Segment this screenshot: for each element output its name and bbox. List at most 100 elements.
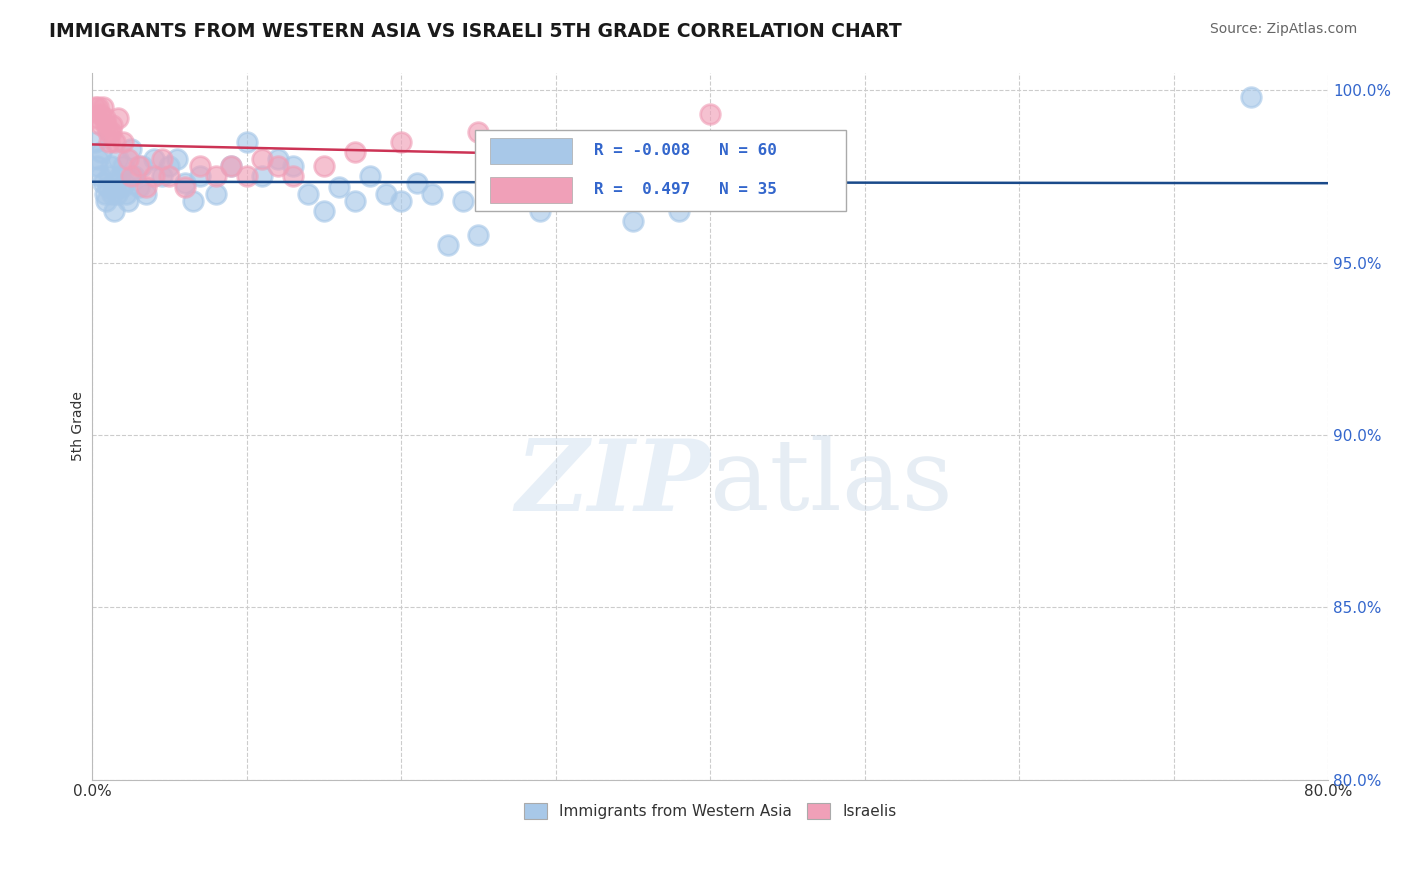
Point: [89, 107, 111, 121]
Point: [90, 145, 112, 160]
Point: [343, 145, 366, 160]
Point: [143, 152, 166, 166]
Point: [87, 100, 110, 114]
Point: [328, 179, 350, 194]
Point: [498, 169, 520, 184]
Point: [529, 203, 551, 218]
Point: [188, 159, 211, 173]
Point: [188, 169, 211, 184]
Point: [219, 159, 242, 173]
Point: [93, 111, 115, 125]
Point: [91, 100, 114, 114]
Point: [250, 169, 273, 184]
Point: [86, 111, 108, 125]
Point: [103, 203, 125, 218]
Point: [166, 152, 188, 166]
Point: [101, 118, 124, 132]
Point: [266, 152, 288, 166]
Point: [104, 135, 127, 149]
Legend: Immigrants from Western Asia, Israelis: Immigrants from Western Asia, Israelis: [517, 797, 903, 825]
Point: [87, 152, 110, 166]
Point: [235, 169, 257, 184]
Point: [312, 203, 335, 218]
Point: [89, 169, 111, 184]
Text: Source: ZipAtlas.com: Source: ZipAtlas.com: [1209, 22, 1357, 37]
Point: [100, 159, 122, 173]
Point: [467, 125, 489, 139]
Y-axis label: 5th Grade: 5th Grade: [72, 392, 86, 461]
Point: [150, 169, 173, 184]
Point: [374, 186, 396, 201]
Point: [621, 214, 644, 228]
Point: [699, 107, 721, 121]
Point: [114, 176, 136, 190]
Point: [117, 194, 139, 208]
Point: [112, 135, 135, 149]
Point: [104, 176, 127, 190]
Point: [1240, 90, 1263, 104]
Point: [235, 135, 257, 149]
Point: [112, 159, 135, 173]
Point: [451, 194, 474, 208]
Point: [117, 152, 139, 166]
Point: [575, 159, 598, 173]
Point: [359, 169, 381, 184]
Point: [128, 159, 150, 173]
Point: [100, 125, 122, 139]
Point: [343, 194, 366, 208]
Point: [84, 135, 107, 149]
Point: [204, 169, 226, 184]
Point: [159, 169, 181, 184]
Point: [173, 176, 195, 190]
Point: [436, 238, 458, 252]
Point: [97, 179, 120, 194]
Point: [467, 227, 489, 242]
Point: [101, 186, 124, 201]
Point: [204, 186, 226, 201]
Point: [150, 152, 173, 166]
Point: [110, 179, 132, 194]
Point: [108, 169, 131, 184]
Point: [389, 135, 412, 149]
Point: [312, 159, 335, 173]
Point: [219, 159, 242, 173]
Point: [250, 152, 273, 166]
Point: [122, 169, 145, 184]
Point: [159, 159, 181, 173]
Point: [91, 176, 114, 190]
Point: [281, 159, 304, 173]
Point: [84, 100, 107, 114]
Point: [420, 186, 443, 201]
Point: [86, 159, 108, 173]
Point: [135, 179, 157, 194]
Point: [405, 176, 427, 190]
Point: [173, 179, 195, 194]
Point: [266, 159, 288, 173]
Point: [699, 186, 721, 201]
Point: [120, 142, 142, 156]
Point: [107, 111, 129, 125]
Point: [668, 203, 690, 218]
Point: [128, 179, 150, 194]
Point: [98, 169, 121, 184]
Point: [389, 194, 412, 208]
Point: [98, 135, 121, 149]
Point: [94, 194, 117, 208]
Point: [97, 125, 120, 139]
Point: [120, 169, 142, 184]
Point: [135, 186, 157, 201]
Point: [107, 152, 129, 166]
Point: [297, 186, 319, 201]
Text: IMMIGRANTS FROM WESTERN ASIA VS ISRAELI 5TH GRADE CORRELATION CHART: IMMIGRANTS FROM WESTERN ASIA VS ISRAELI …: [49, 22, 903, 41]
Text: atlas: atlas: [710, 435, 953, 531]
Point: [115, 186, 138, 201]
Point: [143, 169, 166, 184]
Point: [90, 118, 112, 132]
Point: [281, 169, 304, 184]
Text: ZIP: ZIP: [515, 434, 710, 531]
Point: [93, 186, 115, 201]
Point: [131, 159, 153, 173]
Point: [181, 194, 204, 208]
Point: [94, 118, 117, 132]
Point: [776, 169, 799, 184]
